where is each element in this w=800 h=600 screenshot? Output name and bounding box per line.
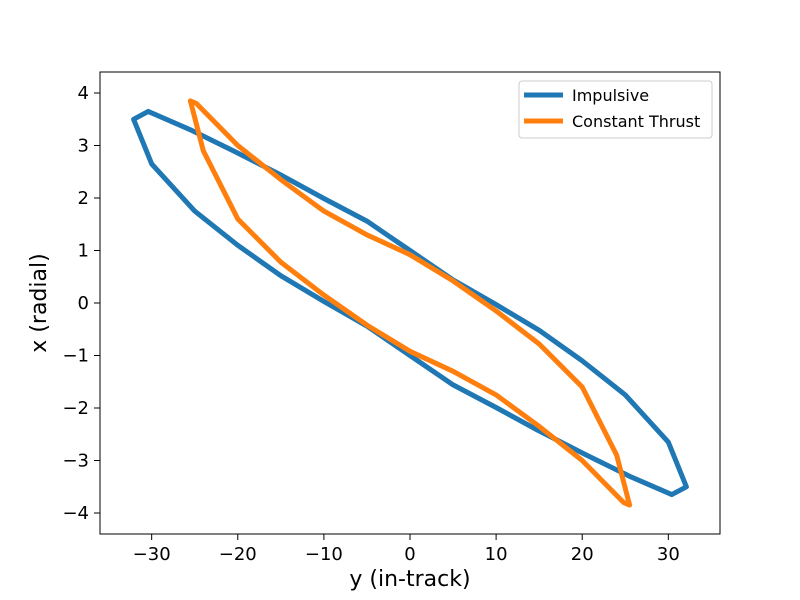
y-tick-label: 1 [78, 241, 89, 262]
y-axis-title: x (radial) [27, 253, 52, 352]
series-line-impulsive [131, 108, 689, 498]
x-tick-label: −10 [305, 544, 343, 565]
x-tick-label: 10 [485, 544, 508, 565]
plot-frame [99, 71, 721, 535]
plot-area [131, 98, 689, 508]
x-axis-title: y (in-track) [349, 567, 470, 592]
y-tick-label: 4 [78, 83, 89, 104]
x-tick-label: −30 [133, 544, 171, 565]
y-tick-label: −1 [62, 346, 89, 367]
y-tick-label: 0 [78, 293, 89, 314]
legend: Impulsive Constant Thrust [518, 80, 713, 139]
legend-label-impulsive: Impulsive [572, 86, 649, 105]
y-tick-label: 3 [78, 136, 89, 157]
y-tick-label: −3 [62, 451, 89, 472]
y-tick-label: −2 [62, 398, 89, 419]
x-axis: −30 −20 −10 0 10 20 30 [133, 534, 680, 565]
legend-box [518, 80, 713, 139]
x-tick-label: 0 [404, 544, 415, 565]
x-tick-label: 20 [571, 544, 594, 565]
y-tick-label: −4 [62, 503, 89, 524]
legend-label-constant-thrust: Constant Thrust [572, 112, 700, 131]
series-line-constant-thrust [187, 98, 633, 508]
x-tick-label: 30 [657, 544, 680, 565]
y-axis: −4 −3 −2 −1 0 1 2 3 4 [62, 83, 100, 524]
y-tick-label: 2 [78, 188, 89, 209]
x-tick-label: −20 [219, 544, 257, 565]
